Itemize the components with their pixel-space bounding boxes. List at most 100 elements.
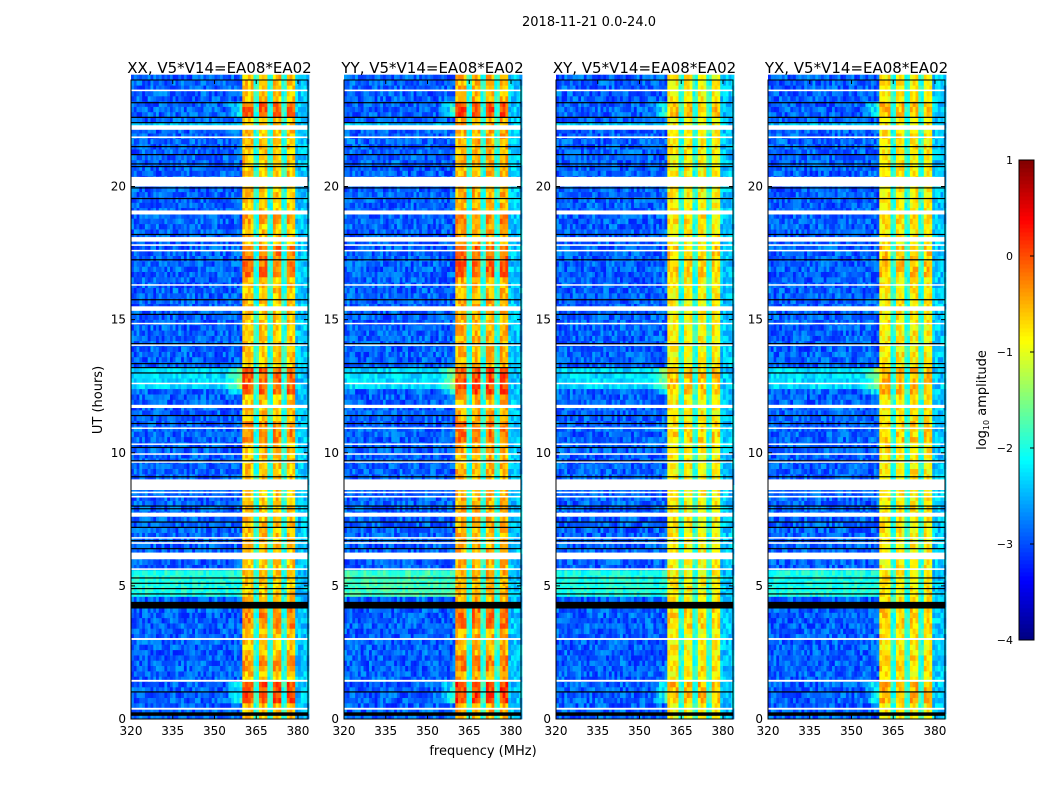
heatmap-cell — [172, 708, 176, 714]
heatmap-cell — [214, 463, 218, 469]
heatmap-cell — [295, 623, 299, 629]
heatmap-cell — [236, 564, 240, 571]
heatmap-cell — [153, 356, 157, 363]
heatmap-cell — [267, 607, 271, 613]
heatmap-cell — [225, 468, 229, 475]
heatmap-cell — [133, 436, 137, 443]
heatmap-cell — [250, 692, 254, 698]
heatmap-cell — [289, 708, 293, 714]
heatmap-cell — [239, 692, 243, 698]
heatmap-cell — [164, 713, 168, 720]
heatmap-cell — [239, 330, 243, 336]
heatmap-cell — [217, 681, 221, 688]
heatmap-cell — [217, 596, 221, 603]
heatmap-cell — [275, 559, 279, 565]
heatmap-cell — [211, 500, 215, 507]
heatmap-cell — [170, 649, 174, 656]
heatmap-cell — [150, 500, 154, 507]
heatmap-cell — [133, 527, 137, 533]
heatmap-cell — [270, 410, 274, 416]
heatmap-cell — [261, 660, 265, 666]
heatmap-cell — [239, 628, 243, 635]
heatmap-cell — [183, 325, 187, 331]
heatmap-cell — [211, 410, 215, 416]
heatmap-cell — [144, 687, 148, 693]
heatmap-cell — [225, 697, 229, 704]
heatmap-cell — [214, 708, 218, 714]
heatmap-cell — [167, 415, 171, 422]
heatmap-cell — [295, 388, 299, 395]
heatmap-cell — [236, 649, 240, 656]
heatmap-cell — [239, 665, 243, 672]
heatmap-cell — [264, 367, 268, 374]
heatmap-cell — [161, 687, 165, 693]
heatmap-cell — [236, 388, 240, 395]
heatmap-cell — [200, 687, 204, 693]
heatmap-cell — [186, 372, 190, 379]
heatmap-cell — [164, 383, 168, 390]
heatmap-cell — [161, 633, 165, 640]
heatmap-cell — [217, 319, 221, 326]
heatmap-cell — [158, 676, 162, 682]
heatmap-cell — [298, 314, 302, 320]
heatmap-cell — [206, 697, 210, 704]
heatmap-cell — [239, 548, 243, 555]
heatmap-cell — [208, 319, 212, 326]
heatmap-cell — [144, 623, 148, 629]
heatmap-cell — [200, 452, 204, 459]
heatmap-cell — [270, 713, 274, 720]
heatmap-cell — [133, 607, 137, 613]
heatmap-cell — [178, 335, 182, 342]
heatmap-cell — [147, 431, 151, 438]
heatmap-cell — [275, 452, 279, 459]
heatmap-cell — [242, 612, 246, 619]
heatmap-cell — [239, 623, 243, 629]
heatmap-cell — [158, 330, 162, 336]
heatmap-cell — [259, 681, 263, 688]
heatmap-cell — [284, 330, 288, 336]
heatmap-cell — [275, 644, 279, 651]
heatmap-cell — [172, 335, 176, 342]
heatmap-cell — [170, 708, 174, 714]
heatmap-cell — [200, 543, 204, 549]
heatmap-cell — [214, 607, 218, 613]
heatmap-cell — [203, 351, 207, 358]
heatmap-cell — [133, 681, 137, 688]
heatmap-cell — [239, 713, 243, 720]
heatmap-cell — [206, 532, 210, 539]
heatmap-cell — [156, 330, 160, 336]
heatmap-cell — [150, 415, 154, 422]
heatmap-cell — [259, 671, 263, 677]
heatmap-cell — [181, 687, 185, 693]
heatmap-cell — [220, 500, 224, 507]
heatmap-cell — [222, 378, 226, 384]
heatmap-cell — [259, 559, 263, 565]
heatmap-cell — [164, 639, 168, 645]
heatmap-cell — [133, 325, 137, 331]
heatmap-cell — [211, 319, 215, 326]
heatmap-cell — [197, 644, 201, 651]
heatmap-cell — [295, 346, 299, 352]
heatmap-cell — [270, 330, 274, 336]
heatmap-cell — [147, 309, 151, 315]
heatmap-cell — [158, 548, 162, 555]
heatmap-cell — [217, 708, 221, 714]
heatmap-cell — [178, 607, 182, 613]
heatmap-cell — [278, 500, 282, 507]
heatmap-cell — [175, 495, 179, 501]
heatmap-cell — [270, 319, 274, 326]
heatmap-cell — [295, 687, 299, 693]
heatmap-cell — [195, 607, 199, 613]
heatmap-cell — [208, 559, 212, 565]
heatmap-cell — [245, 522, 249, 528]
heatmap-cell — [275, 394, 279, 400]
heatmap-cell — [167, 431, 171, 438]
heatmap-cell — [206, 527, 210, 533]
heatmap-cell — [239, 378, 243, 384]
heatmap-cell — [211, 596, 215, 603]
heatmap-cell — [220, 362, 224, 368]
heatmap-cell — [247, 617, 251, 624]
heatmap-cell — [292, 644, 296, 651]
heatmap-cell — [228, 633, 232, 640]
heatmap-cell — [298, 447, 302, 453]
